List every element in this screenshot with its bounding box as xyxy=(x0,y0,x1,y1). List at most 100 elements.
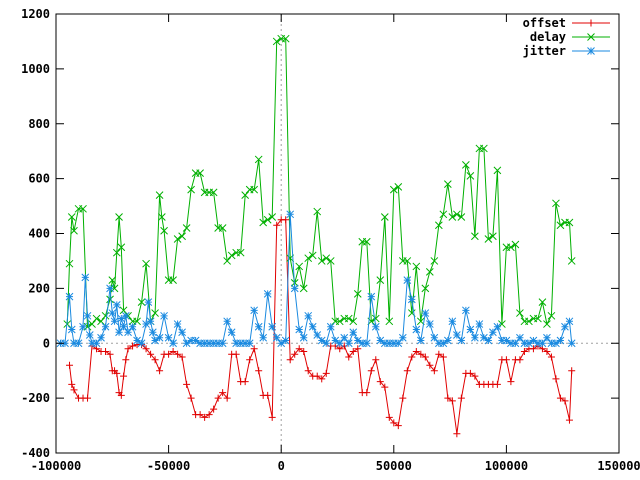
data-point-offset xyxy=(390,419,398,427)
data-point-jitter xyxy=(398,333,407,342)
data-point-delay xyxy=(480,144,488,153)
data-point-jitter xyxy=(453,331,461,339)
x-tick-label: 0 xyxy=(278,459,285,473)
data-point-delay xyxy=(88,320,96,328)
data-point-offset xyxy=(147,350,155,358)
data-point-delay xyxy=(241,191,250,199)
data-point-jitter xyxy=(547,339,556,348)
data-point-delay xyxy=(471,232,479,241)
y-tick-label: -200 xyxy=(21,391,50,405)
data-point-delay xyxy=(543,320,551,328)
data-point-delay xyxy=(349,317,358,326)
data-point-offset xyxy=(295,345,303,353)
data-point-offset xyxy=(471,372,479,380)
data-point-delay xyxy=(335,317,344,326)
data-point-jitter xyxy=(376,336,385,345)
data-point-jitter xyxy=(124,328,132,337)
legend-marker-jitter xyxy=(587,47,595,55)
data-point-jitter xyxy=(205,339,213,348)
data-point-delay xyxy=(250,185,259,194)
data-point-delay xyxy=(489,232,497,241)
data-point-jitter xyxy=(121,311,130,320)
legend-marker-offset xyxy=(587,19,595,27)
data-point-delay xyxy=(117,243,126,252)
data-point-offset xyxy=(250,345,258,353)
data-point-offset xyxy=(273,221,281,229)
data-point-offset xyxy=(543,347,551,355)
data-point-jitter xyxy=(70,339,78,348)
data-point-jitter xyxy=(112,300,121,309)
data-point-offset xyxy=(381,383,389,391)
data-point-delay xyxy=(507,243,515,252)
data-point-delay xyxy=(151,309,159,317)
data-point-jitter xyxy=(88,339,96,348)
data-point-offset xyxy=(205,411,213,419)
data-point-jitter xyxy=(538,339,547,348)
data-point-offset xyxy=(552,375,560,383)
data-point-jitter xyxy=(344,339,353,348)
data-point-jitter xyxy=(331,336,340,345)
data-point-jitter xyxy=(358,339,367,348)
data-point-offset xyxy=(568,367,576,375)
data-point-jitter xyxy=(304,311,313,320)
data-point-offset xyxy=(66,361,74,369)
data-point-offset xyxy=(444,394,452,402)
data-point-delay xyxy=(567,257,576,265)
data-point-jitter xyxy=(371,322,380,331)
data-point-delay xyxy=(182,224,191,232)
data-point-jitter xyxy=(164,333,173,342)
data-point-jitter xyxy=(317,336,326,345)
data-point-jitter xyxy=(353,336,362,345)
data-point-jitter xyxy=(272,333,281,342)
data-point-delay xyxy=(115,213,123,221)
data-point-jitter xyxy=(565,317,574,326)
data-point-delay xyxy=(70,226,78,235)
series-jitter xyxy=(56,210,576,348)
data-point-jitter xyxy=(196,339,204,348)
data-point-offset xyxy=(426,361,434,369)
data-point-delay xyxy=(453,210,461,219)
data-point-jitter xyxy=(498,336,506,345)
data-point-delay xyxy=(326,257,335,265)
data-point-offset xyxy=(183,380,191,388)
plot-frame xyxy=(55,13,620,454)
axis-ticks xyxy=(55,13,620,454)
data-point-delay xyxy=(227,251,236,260)
data-point-offset xyxy=(439,353,447,361)
data-point-delay xyxy=(209,188,218,197)
data-point-jitter xyxy=(160,311,168,320)
data-point-jitter xyxy=(290,284,299,293)
data-point-jitter xyxy=(556,336,565,345)
data-point-delay xyxy=(160,226,168,235)
data-point-jitter xyxy=(155,333,164,342)
data-point-jitter xyxy=(389,339,398,348)
data-point-delay xyxy=(236,248,245,257)
x-tick-label: -50000 xyxy=(147,459,190,473)
data-point-delay xyxy=(101,311,110,320)
data-point-jitter xyxy=(169,339,177,348)
data-point-offset xyxy=(151,356,159,364)
data-point-offset xyxy=(174,350,182,358)
data-point-delay xyxy=(493,166,502,175)
data-point-delay xyxy=(313,207,322,216)
data-point-jitter xyxy=(326,322,335,331)
legend: offset delay jitter xyxy=(523,16,610,58)
data-point-jitter xyxy=(108,309,117,317)
data-point-offset xyxy=(122,356,130,364)
data-point-offset xyxy=(529,345,537,353)
data-point-offset xyxy=(142,345,150,353)
data-point-offset xyxy=(399,394,407,402)
data-point-offset xyxy=(376,378,384,386)
data-point-jitter xyxy=(457,336,466,345)
data-point-offset xyxy=(322,369,330,377)
data-point-delay xyxy=(430,257,439,265)
data-point-delay xyxy=(218,224,227,232)
data-point-jitter xyxy=(61,339,69,348)
data-point-jitter xyxy=(286,210,295,219)
data-point-offset xyxy=(354,345,362,353)
data-point-jitter xyxy=(475,320,484,328)
data-point-offset xyxy=(412,347,420,355)
x-tick-label: -100000 xyxy=(31,459,82,473)
data-point-jitter xyxy=(223,317,232,326)
data-point-jitter xyxy=(236,339,245,348)
